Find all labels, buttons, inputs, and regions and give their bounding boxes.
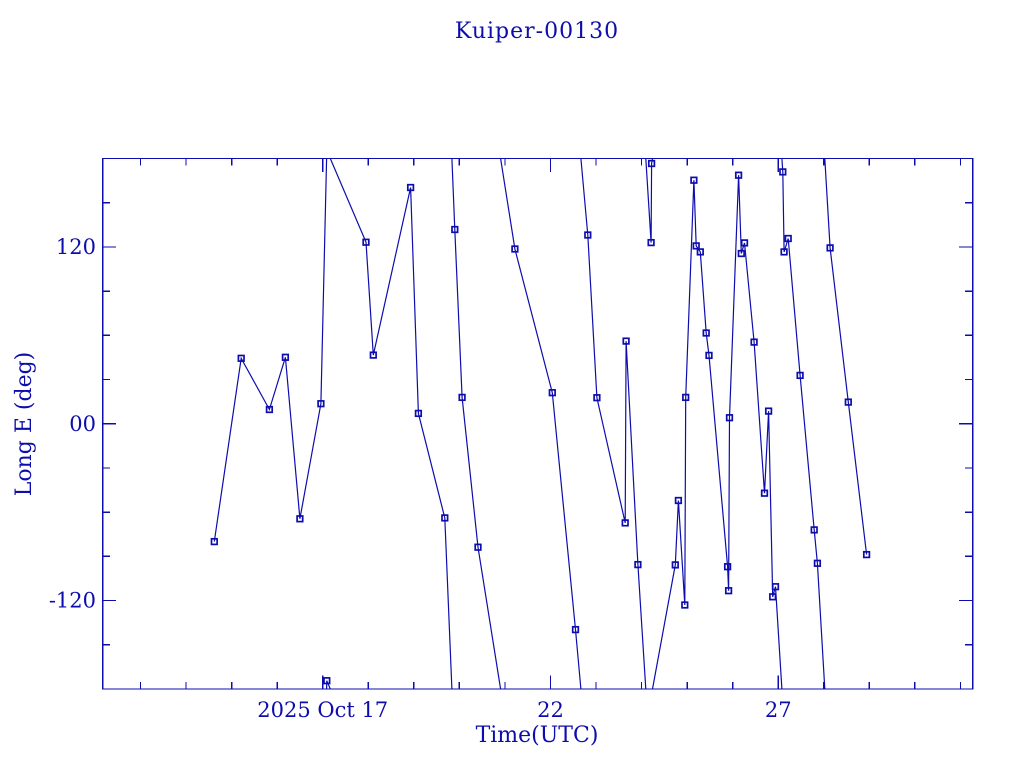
x-axis-label: Time(UTC)	[476, 723, 599, 748]
data-point-marker	[317, 400, 325, 408]
data-point-marker	[725, 414, 734, 422]
y-tick-label: -120	[49, 589, 96, 613]
data-point-marker	[796, 371, 804, 380]
y-tick-label: 00	[69, 412, 96, 436]
data-point-marker	[724, 587, 733, 595]
data-line	[213, 158, 868, 690]
data-point-marker	[584, 231, 592, 239]
y-axis-ticks	[102, 202, 973, 646]
data-point-marker	[760, 489, 769, 497]
data-point-marker	[674, 496, 683, 505]
data-point-marker	[740, 239, 749, 247]
x-axis-ticks	[139, 158, 962, 689]
data-point-marker	[511, 245, 519, 253]
data-point-marker	[723, 563, 732, 571]
y-axis-tick-labels: 120 00 -120	[49, 235, 96, 613]
x-tick-label: 2025 Oct 17	[257, 698, 388, 722]
data-point-marker	[647, 159, 656, 168]
data-point-marker	[750, 338, 758, 346]
data-point-marker	[296, 515, 304, 523]
data-point-marker	[780, 248, 788, 256]
data-point-marker	[764, 407, 773, 415]
data-point-marker	[771, 583, 780, 591]
data-point-markers	[210, 159, 871, 685]
plot-frame	[102, 157, 974, 690]
data-point-marker	[451, 225, 459, 234]
data-point-marker	[323, 677, 331, 685]
data-point-marker	[548, 389, 556, 397]
data-point-marker	[210, 537, 218, 546]
data-point-marker	[362, 238, 370, 246]
data-point-marker	[593, 394, 601, 402]
data-point-marker	[844, 398, 852, 406]
x-tick-label: 27	[765, 698, 792, 722]
data-point-marker	[705, 351, 713, 360]
data-point-marker	[571, 625, 580, 634]
data-point-marker	[862, 550, 871, 559]
data-point-marker	[784, 234, 792, 243]
data-point-marker	[734, 171, 743, 179]
y-axis-label: Long E (deg)	[12, 352, 37, 497]
data-point-marker	[634, 560, 642, 569]
data-point-marker	[737, 249, 745, 258]
data-point-marker	[810, 526, 818, 534]
data-point-marker	[647, 238, 655, 247]
data-point-marker	[369, 351, 377, 359]
chart-title: Kuiper-00130	[455, 19, 619, 44]
x-axis-tick-labels: 2025 Oct 17 22 27	[257, 698, 791, 722]
data-point-marker	[621, 519, 629, 527]
data-point-marker	[682, 393, 690, 402]
data-point-marker	[281, 353, 290, 361]
data-point-marker	[414, 409, 423, 418]
data-point-marker	[696, 248, 704, 256]
data-point-marker	[622, 337, 630, 345]
data-point-marker	[690, 176, 698, 184]
data-point-marker	[265, 405, 274, 414]
x-tick-label: 22	[537, 698, 564, 722]
data-point-marker	[692, 242, 700, 250]
data-point-marker	[702, 329, 710, 337]
data-point-marker	[441, 514, 449, 522]
data-point-marker	[474, 543, 482, 551]
data-point-marker	[458, 393, 466, 402]
data-point-marker	[779, 168, 787, 176]
data-point-marker	[681, 601, 689, 609]
data-point-marker	[406, 183, 415, 192]
data-point-marker	[237, 354, 245, 362]
data-point-marker	[826, 244, 834, 252]
data-point-marker	[769, 593, 777, 601]
data-point-marker	[813, 559, 822, 567]
data-point-marker	[671, 561, 679, 569]
y-tick-label: 120	[56, 235, 96, 259]
